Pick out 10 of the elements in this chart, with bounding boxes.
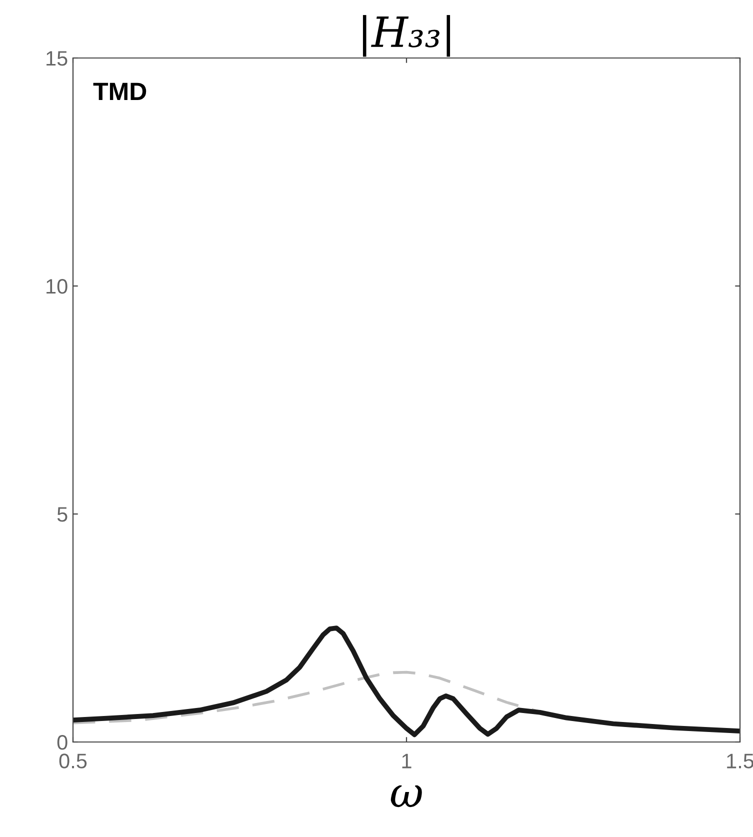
x-axis-title: ω bbox=[390, 785, 422, 808]
x-tick-label: 1 bbox=[402, 754, 412, 768]
y-tick-label: 5 bbox=[57, 507, 68, 522]
y-tick-label: 0 bbox=[57, 735, 68, 750]
x-tick-label: 0.5 bbox=[59, 754, 87, 768]
y-tick-label: 10 bbox=[46, 279, 68, 294]
annotation: TMD bbox=[93, 82, 146, 100]
chart-title: |H₃₃| bbox=[362, 15, 450, 57]
y-tick-label: 15 bbox=[46, 51, 68, 66]
line-series bbox=[73, 626, 740, 738]
